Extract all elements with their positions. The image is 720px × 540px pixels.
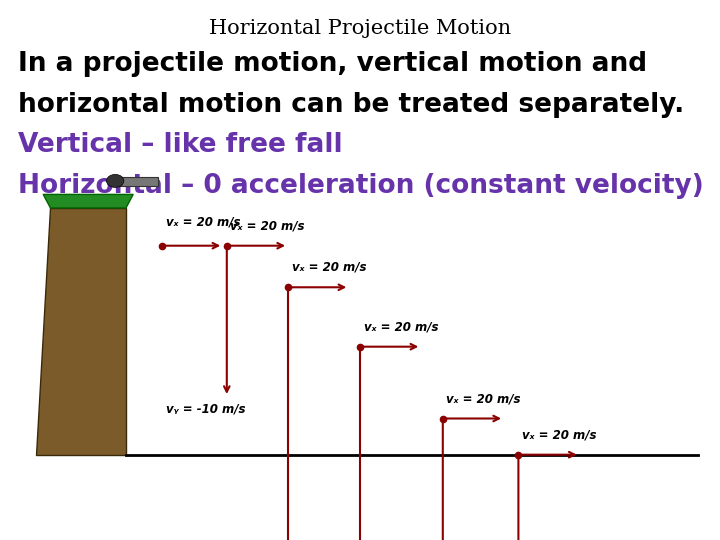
- Text: Horizontal – 0 acceleration (constant velocity): Horizontal – 0 acceleration (constant ve…: [18, 173, 703, 199]
- Text: vₓ = 20 m/s: vₓ = 20 m/s: [292, 261, 366, 274]
- Text: In a projectile motion, vertical motion and: In a projectile motion, vertical motion …: [18, 51, 647, 77]
- Text: vₓ = 20 m/s: vₓ = 20 m/s: [522, 428, 596, 441]
- Text: Vertical – like free fall: Vertical – like free fall: [18, 132, 343, 158]
- Text: vₓ = 20 m/s: vₓ = 20 m/s: [446, 392, 521, 405]
- Text: horizontal motion can be treated separately.: horizontal motion can be treated separat…: [18, 92, 684, 118]
- Text: vᵧ = -10 m/s: vᵧ = -10 m/s: [166, 402, 245, 415]
- Polygon shape: [43, 194, 133, 208]
- Polygon shape: [36, 208, 126, 455]
- Circle shape: [107, 174, 124, 187]
- Text: vₓ = 20 m/s: vₓ = 20 m/s: [166, 215, 240, 228]
- Text: Horizontal Projectile Motion: Horizontal Projectile Motion: [209, 19, 511, 38]
- Text: vₓ = 20 m/s: vₓ = 20 m/s: [230, 219, 305, 232]
- Text: vₓ = 20 m/s: vₓ = 20 m/s: [364, 320, 438, 333]
- Polygon shape: [112, 177, 158, 186]
